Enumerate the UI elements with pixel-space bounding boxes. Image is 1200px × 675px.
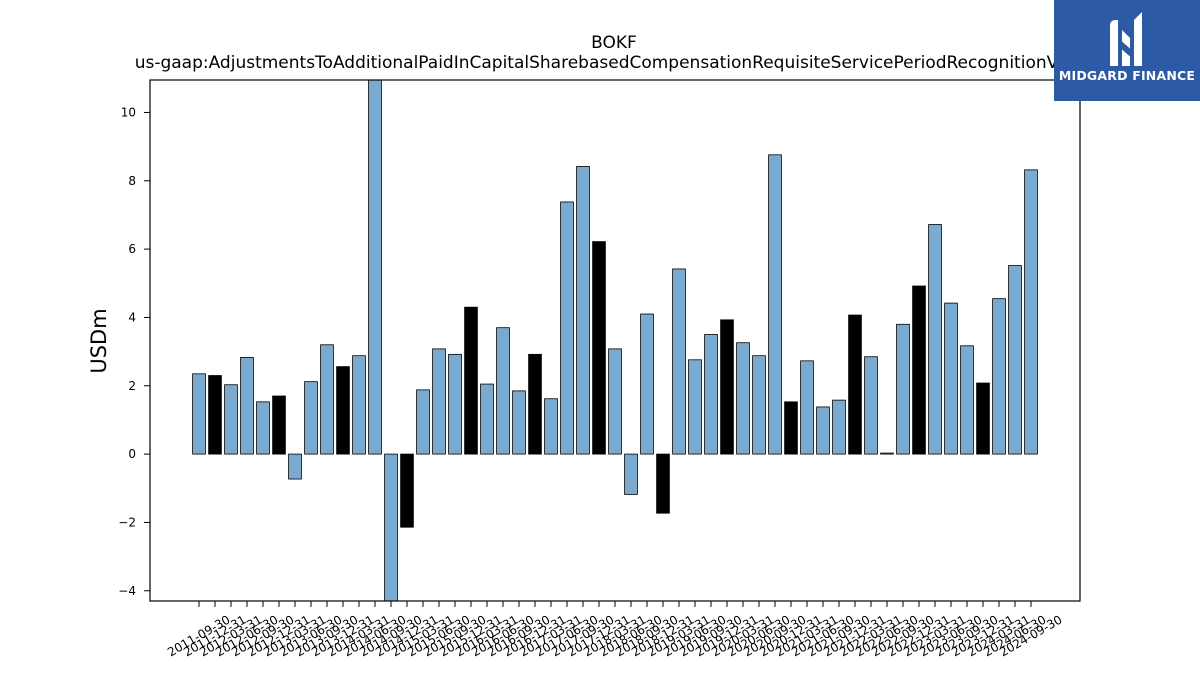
bar-2014-09-30 bbox=[384, 453, 398, 602]
bar-2016-12-31 bbox=[528, 353, 542, 455]
bar-2024-09-30 bbox=[1024, 169, 1038, 455]
y-axis-label: USDm bbox=[87, 308, 111, 373]
y-ticks: −4 −2 0 2 4 6 8 10 bbox=[118, 105, 150, 598]
bar-2020-03-31 bbox=[736, 342, 750, 455]
midgard-logo-icon bbox=[1110, 12, 1142, 66]
bar-2013-03-31 bbox=[288, 453, 302, 480]
bar-2023-12-31 bbox=[976, 382, 990, 455]
bar-2018-12-31 bbox=[656, 453, 670, 514]
bar-2018-03-31 bbox=[608, 348, 622, 455]
bar-2022-06-30 bbox=[880, 452, 894, 455]
bar-2016-09-30 bbox=[512, 390, 526, 455]
bar-2020-12-31 bbox=[784, 401, 798, 455]
bar-2017-09-30 bbox=[576, 166, 590, 455]
bar-2023-06-30 bbox=[944, 302, 958, 455]
y-tick-label: 2 bbox=[128, 379, 136, 393]
y-tick-label: 4 bbox=[128, 310, 136, 324]
bar-2021-03-31 bbox=[800, 360, 814, 455]
bar-2013-06-30 bbox=[304, 381, 318, 455]
bar-2013-09-30 bbox=[320, 344, 334, 455]
bar-2017-12-31 bbox=[592, 241, 606, 455]
bar-2024-06-30 bbox=[1008, 265, 1022, 455]
bar-2014-12-31 bbox=[400, 453, 414, 528]
bar-2012-03-31 bbox=[224, 384, 238, 455]
bar-2015-12-31 bbox=[464, 306, 478, 455]
logo-text: MIDGARD FINANCE bbox=[1058, 68, 1196, 83]
y-tick-label: 10 bbox=[121, 105, 136, 119]
bar-2014-03-31 bbox=[352, 355, 366, 455]
bar-2018-09-30 bbox=[640, 313, 654, 455]
chart-title: BOKF bbox=[591, 33, 637, 53]
bar-2011-12-31 bbox=[208, 375, 222, 455]
bar-2018-06-30 bbox=[624, 453, 638, 495]
y-tick-label: 6 bbox=[128, 242, 136, 256]
bar-2024-03-31 bbox=[992, 298, 1006, 455]
bar-2021-09-30 bbox=[832, 399, 846, 455]
bar-2021-12-31 bbox=[848, 314, 862, 455]
bar-2012-09-30 bbox=[256, 401, 270, 455]
bar-2012-06-30 bbox=[240, 357, 254, 455]
bar-2019-12-31 bbox=[720, 319, 734, 455]
bar-2012-12-31 bbox=[272, 395, 286, 455]
bar-2019-09-30 bbox=[704, 334, 718, 455]
plot-frame bbox=[149, 79, 1081, 602]
bar-2023-09-30 bbox=[960, 345, 974, 455]
bar-2017-06-30 bbox=[560, 201, 574, 455]
bar-2019-06-30 bbox=[688, 359, 702, 455]
bar-2015-06-30 bbox=[432, 348, 446, 455]
bar-2020-09-30 bbox=[768, 154, 782, 455]
bar-2015-09-30 bbox=[448, 353, 462, 455]
y-tick-label: 8 bbox=[128, 174, 136, 188]
bar-2013-12-31 bbox=[336, 366, 350, 455]
bar-2015-03-31 bbox=[416, 389, 430, 455]
chart-subtitle: us-gaap:AdjustmentsToAdditionalPaidInCap… bbox=[135, 53, 1094, 73]
bar-2017-03-31 bbox=[544, 398, 558, 455]
bar-2022-03-31 bbox=[864, 356, 878, 455]
bar-2022-09-30 bbox=[896, 323, 910, 455]
bar-2021-06-30 bbox=[816, 406, 830, 455]
x-ticks: 2011-09-302011-12-312012-03-312012-06-30… bbox=[165, 601, 1065, 659]
bar-2023-03-31 bbox=[928, 224, 942, 455]
midgard-finance-logo: MIDGARD FINANCE bbox=[1054, 0, 1200, 101]
y-tick-label: 0 bbox=[128, 447, 136, 461]
bar-2019-03-31 bbox=[672, 268, 686, 455]
bar-2011-09-30 bbox=[192, 373, 206, 455]
bar-2020-06-30 bbox=[752, 355, 766, 455]
y-tick-label: −2 bbox=[118, 515, 136, 529]
bar-2022-12-31 bbox=[912, 285, 926, 455]
bar-2014-06-30 bbox=[368, 79, 382, 455]
bar-2016-03-31 bbox=[480, 383, 494, 455]
bar-2016-06-30 bbox=[496, 327, 510, 455]
y-tick-label: −4 bbox=[118, 584, 136, 598]
bars-layer bbox=[192, 79, 1038, 602]
